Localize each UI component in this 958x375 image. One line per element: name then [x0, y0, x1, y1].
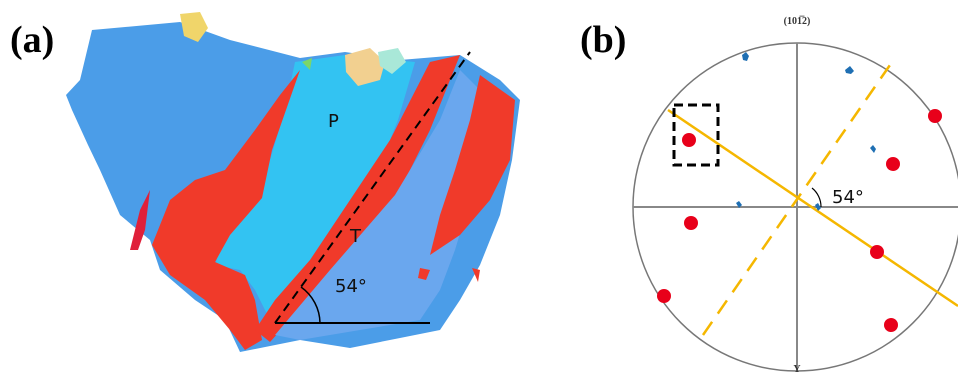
poles [657, 109, 942, 332]
angle-label: 54° [832, 187, 864, 208]
highlight-box [674, 105, 718, 165]
grain-map [66, 12, 520, 352]
angle-label: 54° [335, 276, 367, 297]
figure: (a) P T 54° (b) (101̅2) 54° Y [0, 0, 958, 375]
grain-label: T [349, 226, 362, 247]
panel-label: (b) [580, 19, 626, 61]
grain-label: P [328, 111, 339, 132]
panel-label: (a) [10, 19, 54, 61]
axis-label: Y [793, 364, 801, 375]
pole-title: (101̅2) [784, 16, 811, 27]
